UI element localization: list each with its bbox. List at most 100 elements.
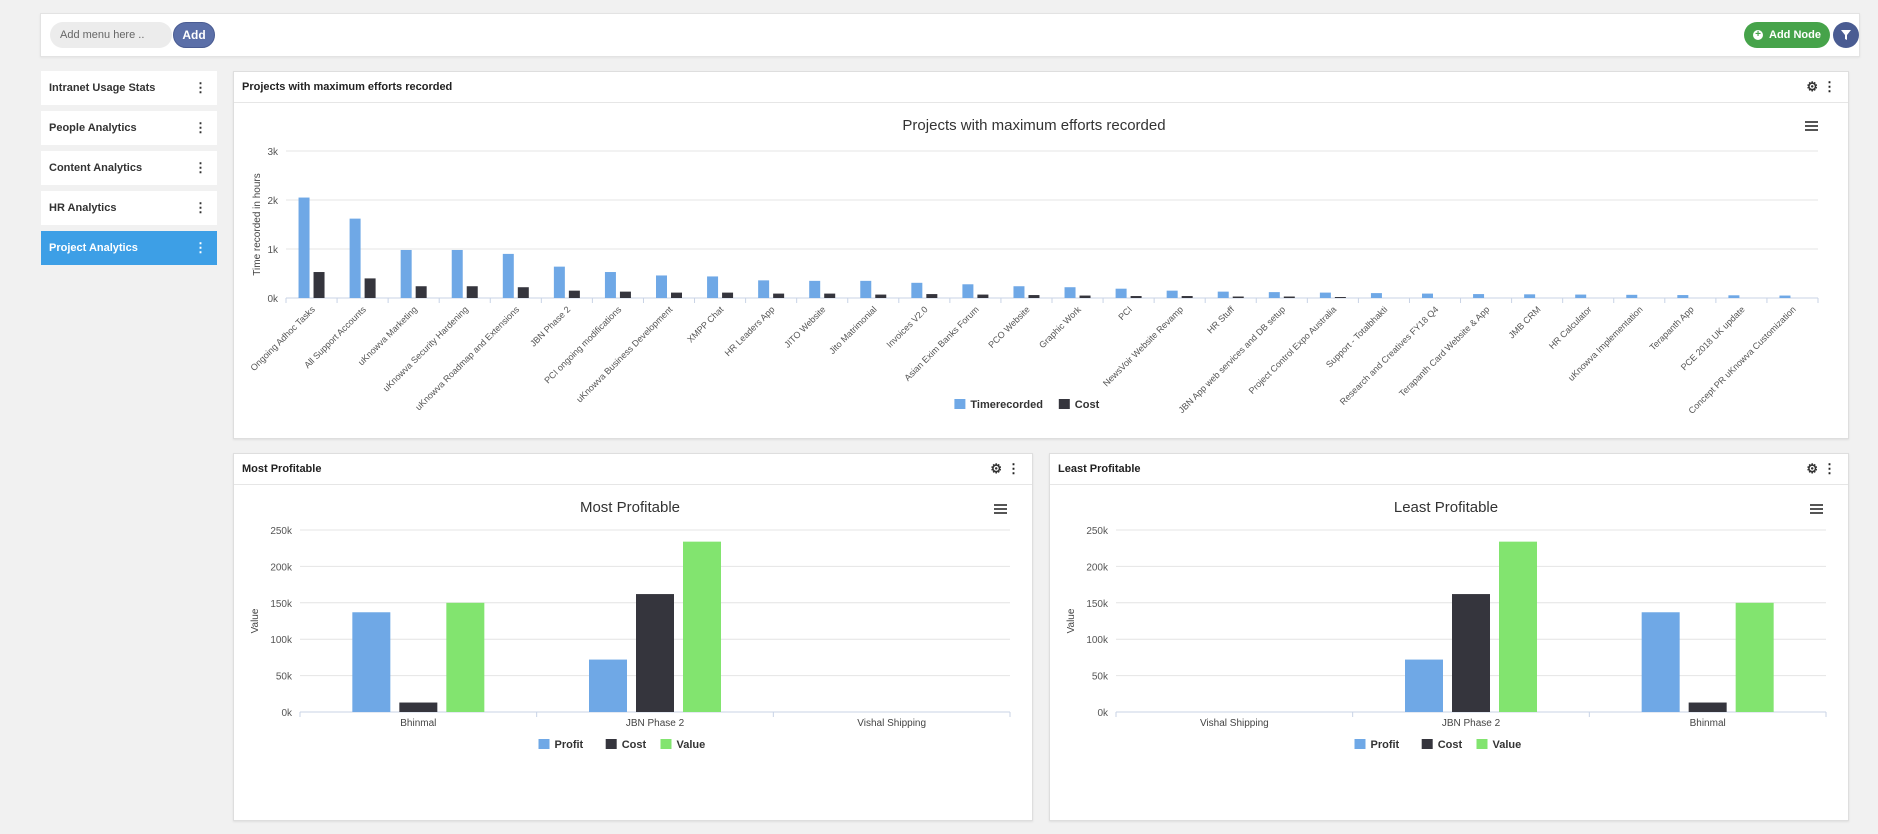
y-tick-label: 250k (1086, 526, 1109, 537)
filter-button[interactable] (1833, 22, 1859, 48)
bar-timerecorded (1524, 294, 1536, 298)
bar-timerecorded (400, 249, 412, 298)
bar-cost (824, 293, 836, 298)
panel-title: Projects with maximum efforts recorded (242, 81, 453, 93)
bar-timerecorded (451, 249, 463, 298)
kebab-menu-icon[interactable]: ⋮ (194, 120, 207, 135)
legend-label: Value (1493, 739, 1522, 751)
panel-header: Most Profitable ⚙ ⋮ (234, 454, 1032, 485)
bar-profit (1405, 659, 1443, 712)
sidebar-item-project-analytics[interactable]: Project Analytics ⋮ (41, 231, 217, 265)
bar-timerecorded (1626, 294, 1638, 298)
legend-swatch (954, 399, 966, 409)
kebab-menu-icon[interactable]: ⋮ (1823, 461, 1836, 476)
bar-cost (1452, 594, 1490, 712)
x-tick-label: Graphic Work (1037, 304, 1083, 350)
bar-timerecorded (1473, 294, 1485, 298)
panel-header: Projects with maximum efforts recorded ⚙… (234, 72, 1848, 103)
y-tick-label: 100k (1086, 635, 1109, 646)
bar-cost (671, 292, 682, 298)
bar-timerecorded (502, 253, 514, 298)
sidebar-item-intranet-usage-stats[interactable]: Intranet Usage Stats ⋮ (41, 71, 217, 105)
legend-swatch (1421, 739, 1433, 749)
y-tick-label: 3k (267, 147, 279, 158)
bar-value (446, 602, 485, 712)
gear-icon[interactable]: ⚙ (1806, 79, 1818, 94)
y-tick-label: 0k (267, 294, 279, 305)
x-tick-label: Invoices V2.0 (884, 304, 929, 349)
sidebar-item-label: Content Analytics (49, 162, 143, 174)
chart-title: Most Profitable (580, 499, 680, 516)
x-tick-label: uKnowva Roadmap and Extensions (413, 304, 521, 412)
x-tick-label: HR Calculator (1547, 304, 1594, 351)
legend-swatch (538, 739, 550, 749)
sidebar-item-people-analytics[interactable]: People Analytics ⋮ (41, 111, 217, 145)
chart-menu-icon[interactable] (1810, 504, 1823, 514)
panel-title: Least Profitable (1058, 463, 1141, 475)
add-node-button[interactable]: + Add Node (1744, 22, 1830, 48)
y-axis-label: Value (1066, 608, 1077, 633)
add-node-label: Add Node (1769, 29, 1821, 41)
y-tick-label: 0k (1097, 708, 1109, 719)
x-tick-label: uKnowva Security Hardening (381, 304, 470, 393)
chart-menu-icon[interactable] (994, 504, 1007, 514)
sidebar-item-hr-analytics[interactable]: HR Analytics ⋮ (41, 191, 217, 225)
bar-timerecorded (656, 275, 667, 298)
add-menu-button[interactable]: Add (173, 22, 215, 48)
panel-header: Least Profitable ⚙ ⋮ (1050, 454, 1848, 485)
legend-label: Profit (555, 739, 584, 751)
bar-value (683, 541, 721, 712)
bar-timerecorded (1166, 290, 1178, 298)
bar-timerecorded (1013, 286, 1025, 298)
sidebar: Intranet Usage Stats ⋮ People Analytics … (41, 71, 217, 271)
bar-timerecorded (1115, 288, 1127, 298)
kebab-menu-icon[interactable]: ⋮ (1823, 79, 1836, 94)
gear-icon[interactable]: ⚙ (1806, 461, 1818, 476)
bar-cost (773, 293, 785, 298)
x-tick-label: PCI (1116, 304, 1134, 322)
y-tick-label: 150k (1086, 599, 1109, 610)
bar-cost (364, 278, 376, 298)
plus-circle-icon: + (1753, 30, 1764, 40)
add-menu-input[interactable] (50, 22, 172, 48)
efforts-panel: Projects with maximum efforts recorded ⚙… (233, 71, 1849, 439)
y-tick-label: 0k (281, 708, 293, 719)
y-tick-label: 100k (270, 635, 293, 646)
x-tick-label: JITO Website (782, 304, 827, 349)
bar-cost (466, 286, 478, 298)
bar-timerecorded (1268, 292, 1280, 298)
sidebar-item-label: HR Analytics (49, 202, 117, 214)
x-tick-label: Concept PR uKnowva Customization (1686, 304, 1797, 415)
x-tick-label: Vishal Shipping (857, 718, 926, 729)
bar-timerecorded (1319, 292, 1331, 298)
y-tick-label: 150k (270, 599, 293, 610)
sidebar-item-content-analytics[interactable]: Content Analytics ⋮ (41, 151, 217, 185)
x-tick-label: Bhinmal (400, 718, 436, 729)
bar-timerecorded (962, 284, 974, 298)
x-tick-label: Terapanth App (1648, 304, 1696, 352)
kebab-menu-icon[interactable]: ⋮ (194, 200, 207, 215)
legend-label: Cost (622, 739, 647, 751)
bar-cost (517, 287, 529, 298)
bar-cost (875, 294, 887, 298)
legend-swatch (1058, 399, 1070, 409)
kebab-menu-icon[interactable]: ⋮ (194, 160, 207, 175)
bar-cost (313, 272, 325, 298)
bar-cost (1334, 297, 1346, 298)
bar-cost (1130, 296, 1142, 298)
chart-menu-icon[interactable] (1805, 121, 1818, 131)
chart-title: Projects with maximum efforts recorded (902, 117, 1165, 134)
bar-cost (1028, 295, 1040, 298)
kebab-menu-icon[interactable]: ⋮ (1007, 461, 1020, 476)
x-tick-label: Research and Creatives FY18 Q4 (1338, 304, 1441, 407)
kebab-menu-icon[interactable]: ⋮ (194, 240, 207, 255)
bar-cost (636, 594, 674, 712)
bar-timerecorded (911, 282, 923, 298)
bar-cost (619, 291, 631, 298)
legend-label: Value (677, 739, 706, 751)
sidebar-item-label: Project Analytics (49, 242, 138, 254)
bar-timerecorded (604, 272, 616, 298)
bar-cost (1688, 702, 1727, 712)
gear-icon[interactable]: ⚙ (990, 461, 1002, 476)
kebab-menu-icon[interactable]: ⋮ (194, 80, 207, 95)
